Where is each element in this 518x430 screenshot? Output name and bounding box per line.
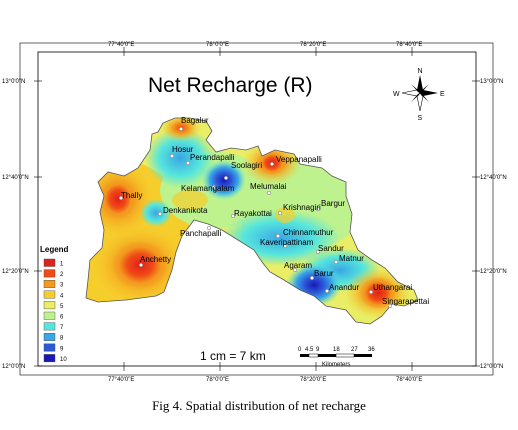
legend-label: 6 (60, 315, 64, 321)
town-label-veppanapalli: Veppanapalli (276, 155, 322, 164)
town-label-soolagiri: Soolagiri (231, 161, 262, 170)
legend-label: 3 (60, 283, 64, 289)
bottom-coord: 78°40'0"E (396, 377, 422, 383)
bottom-coord: 78°0'0"E (206, 377, 229, 383)
bottom-coord: 78°20'0"E (300, 377, 326, 383)
legend-label: 4 (60, 293, 64, 299)
town-label-uthangarai: Uthangarai (373, 283, 412, 292)
bottom-coord: 77°40'0"E (108, 377, 134, 383)
legend-label: 9 (60, 346, 64, 352)
town-label-sandur: Sandur (318, 244, 344, 253)
town-label-matnur: Matnur (339, 254, 364, 263)
scale-tick: 9 (316, 347, 320, 353)
scale-unit: Kilometers (322, 362, 350, 368)
town-label-anandur: Anandur (329, 283, 360, 292)
legend-swatch (43, 301, 56, 310)
town-label-bagalur: Bagalur (181, 116, 209, 125)
scale-tick: 4.5 (305, 347, 314, 353)
town-label-kaveripattinam: Kaveripattinam (260, 238, 314, 247)
left-coord: 13°0'0"N (2, 79, 25, 85)
legend-label: 10 (60, 357, 67, 363)
legend-swatch (43, 258, 56, 267)
town-label-kelamangalam: Kelamangalam (181, 184, 235, 193)
town-label-bargur: Bargur (321, 199, 345, 208)
town-label-singarapettai: Singarapettai (382, 297, 429, 306)
graticule-ticks (34, 47, 480, 371)
legend-title: Legend (40, 245, 69, 254)
figure-caption: Fig 4. Spatial distribution of net recha… (152, 398, 366, 413)
legend-swatch (43, 343, 56, 352)
left-coord: 12°0'0"N (2, 364, 25, 370)
legend-label: 7 (60, 325, 64, 331)
right-coord: 12°20'0"N (480, 269, 507, 275)
legend-swatch (43, 322, 56, 331)
town-label-barur: Barur (314, 269, 334, 278)
left-coord: 12°40'0"N (2, 175, 29, 181)
scale-tick: 0 (298, 347, 302, 353)
legend-swatch (43, 333, 56, 341)
town-label-anchetty: Anchetty (140, 255, 171, 264)
legend-label: 5 (60, 304, 64, 310)
right-coord: 12°0'0"N (480, 364, 503, 370)
scale-text: 1 cm = 7 km (200, 349, 266, 363)
legend-swatch (43, 290, 56, 299)
top-coord: 78°0'0"E (206, 42, 229, 48)
town-label-krishnagiri: Krishnagiri (283, 203, 321, 212)
town-label-panchapalli: Panchapalli (180, 229, 222, 238)
town-label-perandapalli: Perandapalli (190, 153, 235, 162)
top-coord: 78°40'0"E (396, 42, 422, 48)
right-coord: 13°0'0"N (480, 79, 503, 85)
top-coord: 78°20'0"E (300, 42, 326, 48)
town-label-thally: Thally (121, 191, 142, 200)
north-arrow-icon: N S E W (393, 68, 445, 122)
legend-swatch (43, 311, 56, 320)
scale-tick: 27 (351, 347, 358, 353)
scale-tick: 18 (333, 347, 340, 353)
east-label: E (440, 91, 445, 98)
north-label: N (418, 68, 423, 75)
west-label: W (393, 91, 400, 98)
legend-label: 1 (60, 262, 64, 268)
left-coord: 12°20'0"N (2, 269, 29, 275)
legend-swatch (43, 354, 56, 363)
town-label-melumalai: Melumalai (250, 182, 287, 191)
south-label: S (418, 115, 423, 122)
town-label-agaram: Agaram (284, 261, 312, 270)
top-coord: 77°40'0"E (108, 42, 134, 48)
map-title: Net Recharge (R) (148, 74, 313, 97)
town-label-hosur: Hosur (172, 145, 194, 154)
legend-label: 2 (60, 272, 64, 278)
legend-label: 8 (60, 336, 64, 342)
district-boundary (85, 117, 419, 325)
legend-swatch (43, 280, 56, 288)
town-label-rayakottai: Rayakottai (234, 209, 272, 218)
right-coord: 12°40'0"N (480, 175, 507, 181)
legend-swatch (43, 269, 56, 278)
town-label-denkanikota: Denkanikota (163, 206, 208, 215)
station-markers (118, 126, 393, 309)
scale-tick: 36 (368, 347, 375, 353)
scale-bar: 0 4.5 9 18 27 36 Kilometers (298, 347, 375, 368)
legend: Legend 1 2 3 4 5 6 7 8 9 10 (40, 245, 69, 363)
town-label-chinnamuthur: Chinnamuthur (283, 228, 334, 237)
